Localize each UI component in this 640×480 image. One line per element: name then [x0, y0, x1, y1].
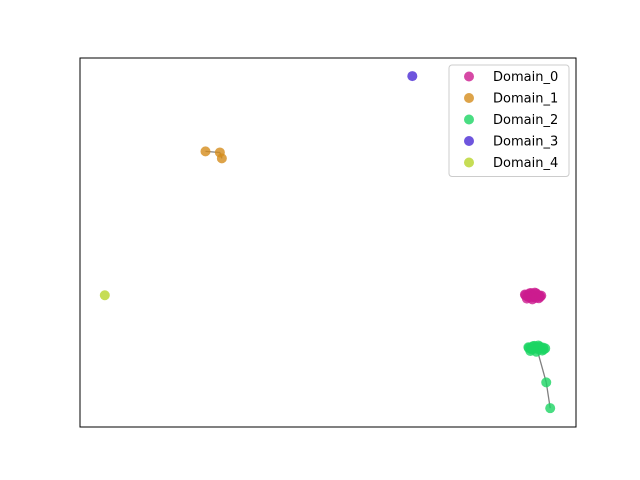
point-domain-2-19: [545, 403, 556, 414]
legend-box: [448, 64, 570, 177]
legend-label-domain-4: Domain_4: [493, 156, 558, 171]
point-domain-1-2: [216, 153, 227, 164]
point-layer: [99, 71, 556, 414]
legend-label-domain-2: Domain_2: [493, 113, 558, 128]
point-domain-0-19: [530, 292, 541, 303]
legend-marker-domain-2: [464, 114, 474, 125]
point-domain-3-0: [407, 71, 418, 82]
legend-label-domain-3: Domain_3: [493, 135, 558, 150]
legend-marker-domain-1: [464, 93, 474, 103]
point-domain-2-17: [538, 342, 549, 353]
legend-marker-domain-4: [464, 157, 474, 168]
point-domain-2-18: [541, 377, 552, 388]
legend: Domain_0 Domain_1 Domain_2 Domain_3 Domain_4: [448, 64, 570, 177]
plot-frame: [79, 57, 577, 428]
legend-label-domain-0: Domain_0: [493, 70, 558, 85]
point-domain-2-16: [525, 343, 536, 354]
point-domain-1-0: [200, 146, 211, 157]
legend-marker-domain-3: [464, 136, 474, 146]
point-domain-4-0: [99, 290, 110, 301]
legend-label-domain-1: Domain_1: [493, 92, 558, 107]
legend-marker-domain-0: [464, 71, 474, 82]
